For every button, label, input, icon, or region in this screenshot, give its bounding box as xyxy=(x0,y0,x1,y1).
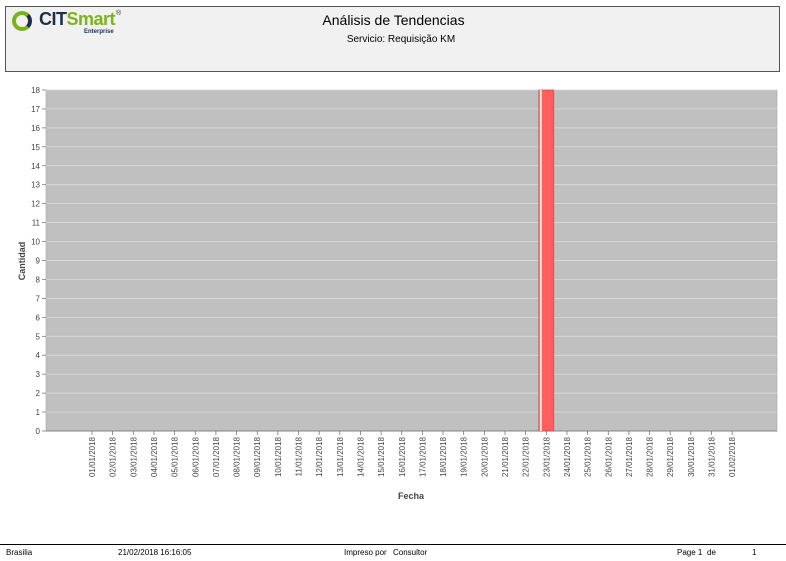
footer-location: Brasilia xyxy=(6,548,32,557)
x-tick-label: 17/01/2018 xyxy=(418,436,427,477)
x-tick-label: 01/01/2018 xyxy=(88,436,97,477)
x-tick-label: 01/02/2018 xyxy=(728,436,737,477)
y-tick-label: 17 xyxy=(31,105,40,114)
x-tick-label: 08/01/2018 xyxy=(233,436,242,477)
x-tick-label: 30/01/2018 xyxy=(687,436,696,477)
footer-printed-by-label: Impreso por xyxy=(344,548,387,557)
x-tick-label: 06/01/2018 xyxy=(191,436,200,477)
y-tick-label: 15 xyxy=(31,143,40,152)
y-tick-label: 16 xyxy=(31,124,40,133)
y-tick-label: 8 xyxy=(36,275,41,284)
footer-page-total: 1 xyxy=(752,548,756,557)
y-axis-label: Cantidad xyxy=(17,242,27,281)
footer-printed-by-user: Consultor xyxy=(393,548,427,557)
x-tick-label: 16/01/2018 xyxy=(398,436,407,477)
x-axis-label: Fecha xyxy=(398,491,425,501)
x-tick-label: 09/01/2018 xyxy=(253,436,262,477)
footer-datetime: 21/02/2018 16:16:05 xyxy=(118,548,191,557)
y-tick-label: 7 xyxy=(36,294,41,303)
x-tick-label: 29/01/2018 xyxy=(666,436,675,477)
bar-highlight xyxy=(540,90,542,431)
x-tick-label: 25/01/2018 xyxy=(584,436,593,477)
x-tick-label: 05/01/2018 xyxy=(171,436,180,477)
x-tick-label: 20/01/2018 xyxy=(480,436,489,477)
x-tick-label: 26/01/2018 xyxy=(604,436,613,477)
y-tick-label: 6 xyxy=(36,313,41,322)
x-tick-label: 14/01/2018 xyxy=(356,436,365,477)
y-tick-label: 13 xyxy=(31,181,40,190)
x-tick-label: 31/01/2018 xyxy=(708,436,717,477)
report-header: CITSmart ® Enterprise Análisis de Tenden… xyxy=(5,6,780,72)
y-tick-label: 2 xyxy=(36,389,41,398)
x-tick-label: 03/01/2018 xyxy=(129,436,138,477)
report-subtitle: Servicio: Requisição KM xyxy=(6,34,786,45)
y-tick-label: 14 xyxy=(31,162,40,171)
x-tick-label: 28/01/2018 xyxy=(646,436,655,477)
y-tick-label: 4 xyxy=(36,351,41,360)
footer-divider xyxy=(0,544,786,545)
x-tick-label: 18/01/2018 xyxy=(439,436,448,477)
y-tick-label: 1 xyxy=(36,408,41,417)
y-tick-label: 9 xyxy=(36,257,41,266)
y-tick-label: 5 xyxy=(36,332,41,341)
x-tick-label: 02/01/2018 xyxy=(109,436,118,477)
x-tick-label: 24/01/2018 xyxy=(563,436,572,477)
x-tick-label: 23/01/2018 xyxy=(542,436,551,477)
y-tick-label: 11 xyxy=(32,219,41,228)
report-title: Análisis de Tendencias xyxy=(6,12,781,28)
x-tick-label: 21/01/2018 xyxy=(501,436,510,477)
trend-chart: Cantidad Fecha 0123456789101112131415161… xyxy=(0,80,786,510)
x-tick-label: 04/01/2018 xyxy=(150,436,159,477)
x-tick-label: 11/01/2018 xyxy=(295,436,304,476)
x-tick-label: 19/01/2018 xyxy=(460,436,469,477)
x-tick-label: 07/01/2018 xyxy=(212,436,221,477)
y-tick-label: 12 xyxy=(31,200,40,209)
footer-page-of: de xyxy=(707,548,716,557)
footer-page-label: Page 1 xyxy=(677,548,702,557)
x-tick-label: 22/01/2018 xyxy=(522,436,531,477)
x-tick-label: 10/01/2018 xyxy=(274,436,283,477)
x-tick-label: 13/01/2018 xyxy=(336,436,345,477)
x-tick-label: 15/01/2018 xyxy=(377,436,386,477)
x-tick-label: 27/01/2018 xyxy=(625,436,634,477)
y-tick-label: 3 xyxy=(36,370,41,379)
x-tick-label: 12/01/2018 xyxy=(315,436,324,477)
y-tick-label: 10 xyxy=(31,238,40,247)
y-tick-label: 18 xyxy=(31,86,40,95)
y-tick-label: 0 xyxy=(36,427,41,436)
